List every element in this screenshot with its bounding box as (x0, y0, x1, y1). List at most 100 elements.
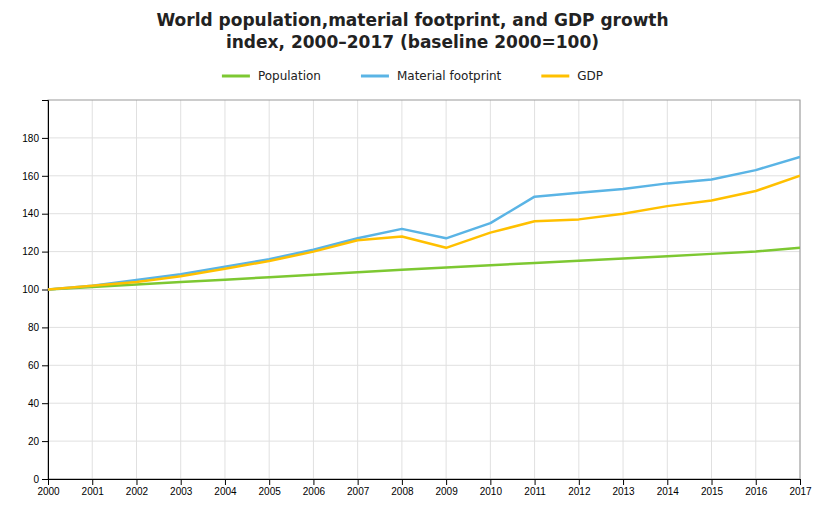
plot-area (48, 157, 800, 290)
tick-mark (136, 479, 137, 485)
tick-mark (92, 479, 93, 485)
axis-domain (42, 101, 49, 480)
tick-label: 2014 (657, 486, 680, 497)
tick-label: 60 (28, 360, 40, 371)
grid-line-y (48, 175, 800, 176)
x-tick: 2001 (82, 479, 105, 497)
tick-mark (800, 479, 801, 485)
tick-label: 2009 (435, 486, 458, 497)
legend-swatch (222, 75, 250, 78)
grid-line-x (490, 100, 491, 479)
tick-label: 2010 (480, 486, 503, 497)
tick-mark (402, 479, 403, 485)
tick-mark (42, 252, 48, 253)
y-tick: 0 (33, 474, 48, 485)
tick-mark (181, 479, 182, 485)
tick-mark (42, 290, 48, 291)
tick-mark (42, 176, 48, 177)
grid-line-x (357, 100, 358, 479)
tick-mark (42, 479, 48, 480)
tick-label: 40 (28, 398, 40, 409)
grid-line-y (48, 365, 800, 366)
tick-mark (667, 479, 668, 485)
grid-line-x (711, 100, 712, 479)
tick-label: 160 (22, 171, 39, 182)
y-tick: 80 (28, 322, 48, 333)
tick-mark (446, 479, 447, 485)
grid-line-x (92, 100, 93, 479)
tick-label: 2015 (701, 486, 724, 497)
tick-mark (579, 479, 580, 485)
tick-label: 100 (22, 284, 39, 295)
x-tick: 2005 (259, 479, 282, 497)
x-tick: 2012 (568, 479, 591, 497)
tick-label: 20 (28, 436, 40, 447)
grid-line-x (401, 100, 402, 479)
tick-mark (42, 138, 48, 139)
legend-label: GDP (577, 69, 603, 83)
y-tick: 60 (28, 360, 48, 371)
x-tick: 2000 (37, 479, 60, 497)
grid-line-y (48, 327, 800, 328)
grid-line-y (48, 403, 800, 404)
legend: Population Material footprint GDP (222, 69, 603, 83)
grid-line-y (48, 289, 800, 290)
grid-line-x (534, 100, 535, 479)
grid-line-x (667, 100, 668, 479)
grid-line-x (180, 100, 181, 479)
tick-label: 2002 (126, 486, 149, 497)
y-tick: 180 (22, 133, 48, 144)
tick-mark (623, 479, 624, 485)
x-tick: 2017 (789, 479, 812, 497)
grid-line-x (313, 100, 314, 479)
x-tick: 2009 (435, 479, 458, 497)
tick-mark (269, 479, 270, 485)
y-axis: 0 20 40 60 80 100 120 140 160 180 (22, 101, 48, 485)
tick-mark (313, 479, 314, 485)
tick-label: 180 (22, 133, 39, 144)
tick-mark (756, 479, 757, 485)
y-tick: 120 (22, 246, 48, 257)
tick-label: 2005 (259, 486, 282, 497)
tick-mark (42, 214, 48, 215)
x-tick: 2004 (214, 479, 237, 497)
x-tick: 2011 (524, 479, 546, 497)
tick-label: 2000 (37, 486, 60, 497)
tick-label: 2011 (524, 486, 546, 497)
x-tick: 2014 (657, 479, 680, 497)
y-tick: 20 (28, 436, 48, 447)
x-axis: 2000200120022003200420052006200720082009… (37, 479, 812, 497)
x-tick: 2006 (303, 479, 326, 497)
legend-swatch (361, 75, 389, 78)
legend-label: Population (258, 69, 321, 83)
tick-mark (42, 441, 48, 442)
chart: World population,material footprint, and… (0, 0, 825, 511)
tick-label: 120 (22, 246, 39, 257)
grid (48, 100, 800, 479)
series-line (48, 176, 800, 290)
grid-line-x (446, 100, 447, 479)
grid-line-x (578, 100, 579, 479)
tick-label: 2017 (789, 486, 812, 497)
grid-line-y (48, 441, 800, 442)
tick-label: 2006 (303, 486, 326, 497)
title: World population,material footprint, and… (156, 10, 668, 30)
grid-line-x (623, 100, 624, 479)
tick-label: 2008 (391, 486, 414, 497)
plot-frame (48, 100, 800, 479)
legend-item: Material footprint (361, 69, 502, 83)
x-tick: 2003 (170, 479, 193, 497)
x-tick: 2010 (480, 479, 503, 497)
tick-label: 140 (22, 208, 39, 219)
legend-label: Material footprint (397, 69, 502, 83)
x-tick: 2002 (126, 479, 149, 497)
series-line (48, 157, 800, 290)
tick-label: 2016 (745, 486, 768, 497)
tick-mark (42, 327, 48, 328)
axis-domain (49, 480, 801, 486)
grid-line-y (48, 213, 800, 214)
legend-swatch (541, 75, 569, 78)
subtitle: index, 2000–2017 (baseline 2000=100) (226, 32, 599, 52)
tick-label: 0 (33, 474, 39, 485)
tick-mark (712, 479, 713, 485)
